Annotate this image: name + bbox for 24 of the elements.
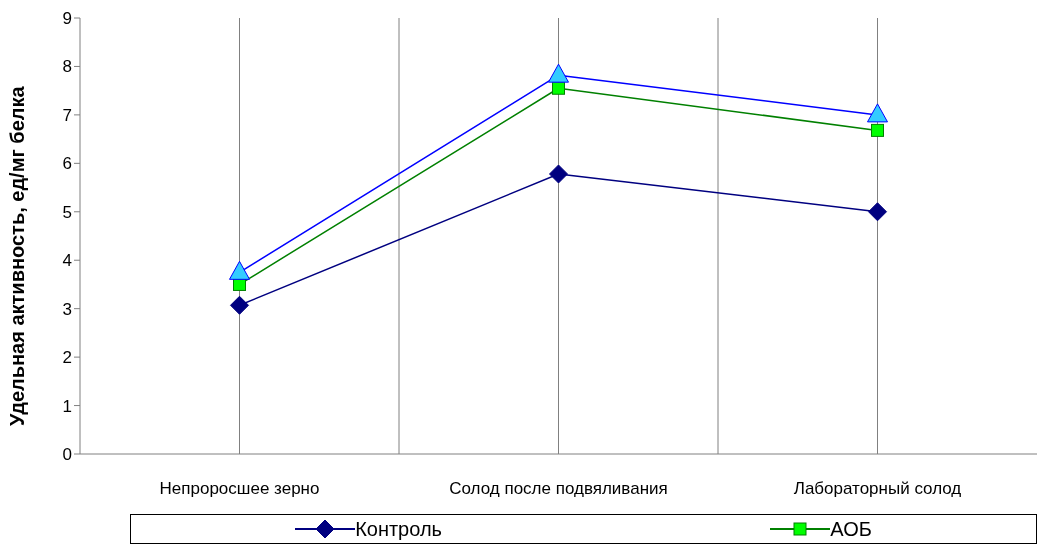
y-tick-label: 5	[62, 202, 72, 222]
y-axis-title: Удельная активность, ед/мг белка	[6, 85, 29, 426]
point	[229, 260, 250, 280]
point	[549, 164, 568, 184]
point	[552, 81, 565, 95]
point	[548, 63, 569, 83]
legend-label: Контроль	[355, 517, 442, 541]
y-tick-label: 6	[62, 154, 72, 174]
y-tick-label: 2	[62, 348, 72, 368]
x-tick-label: Лабораторный солод	[793, 479, 962, 499]
y-tick-label: 9	[62, 9, 72, 29]
y-tick-label: 8	[62, 57, 72, 77]
point	[871, 123, 884, 137]
legend-label: АОБ	[830, 517, 872, 541]
point	[867, 103, 888, 123]
x-tick-label: Непроросшее зерно	[159, 479, 320, 499]
y-tick-label: 7	[62, 105, 72, 125]
y-tick-label: 1	[62, 396, 72, 416]
y-tick-label: 4	[62, 251, 72, 271]
y-tick-label: 3	[62, 299, 72, 319]
x-tick-label: Солод после подвяливания	[449, 479, 668, 499]
y-tick-label: 0	[62, 445, 72, 465]
point	[230, 295, 249, 315]
point	[868, 202, 887, 222]
